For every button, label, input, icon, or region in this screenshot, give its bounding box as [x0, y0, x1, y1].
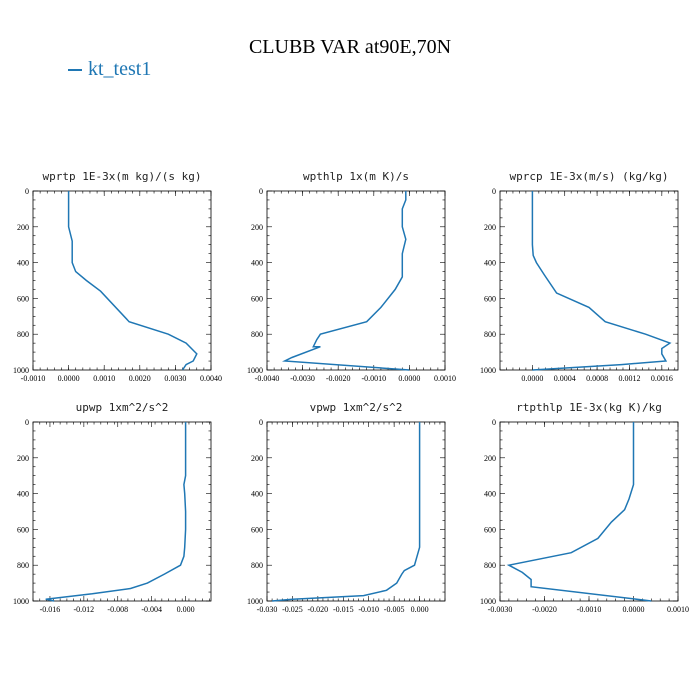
x-tick-label: 0.0030	[164, 374, 186, 383]
legend-label: kt_test1	[88, 58, 152, 80]
y-tick-label: 200	[251, 223, 263, 232]
x-tick-label: -0.030	[257, 605, 278, 614]
axis-frame	[32, 190, 212, 371]
panel-title: upwp 1xm^2/s^2	[76, 401, 169, 414]
y-tick-label: 400	[17, 490, 29, 499]
y-tick-label: 600	[484, 525, 496, 534]
x-tick-label: 0.000	[177, 605, 195, 614]
x-tick-label: -0.010	[358, 605, 379, 614]
x-tick-label: -0.0010	[21, 374, 46, 383]
series-line-kt_test1	[272, 422, 421, 602]
y-tick-label: 0	[25, 418, 29, 427]
panel-title: vpwp 1xm^2/s^2	[310, 401, 403, 414]
y-tick-label: 1000	[480, 366, 496, 375]
x-tick-label: 0.0000	[521, 374, 543, 383]
x-tick-label: -0.0010	[577, 605, 602, 614]
y-tick-label: 1000	[13, 366, 29, 375]
y-tick-label: 200	[17, 454, 29, 463]
y-tick-label: 800	[251, 330, 263, 339]
series-line-kt_test1	[45, 422, 187, 602]
x-tick-label: -0.025	[282, 605, 303, 614]
y-tick-label: 1000	[247, 366, 263, 375]
x-tick-label: 0.0000	[58, 374, 80, 383]
y-tick-label: 400	[484, 490, 496, 499]
y-tick-label: 200	[251, 454, 263, 463]
chart-panel-1: wprtp 1E-3x(m kg)/(s kg) 0 200 400 600 800 100…	[13, 170, 222, 383]
panel-title: wprcp 1E-3x(m/s) (kg/kg)	[510, 170, 669, 183]
axis-frame	[266, 421, 446, 602]
series-line-kt_test1	[67, 191, 198, 371]
x-tick-label: 0.0040	[200, 374, 222, 383]
page-title: CLUBB VAR at90E,70N	[248, 36, 452, 58]
y-tick-label: 1000	[480, 597, 496, 606]
y-tick-label: 0	[25, 187, 29, 196]
axis-frame	[266, 190, 446, 371]
x-tick-label: 0.000	[411, 605, 429, 614]
x-tick-label: -0.008	[107, 605, 128, 614]
y-tick-label: 0	[259, 418, 263, 427]
x-tick-label: 0.0016	[651, 374, 673, 383]
x-tick-label: -0.020	[308, 605, 329, 614]
x-tick-label: 0.0004	[554, 374, 576, 383]
y-tick-label: 600	[17, 525, 29, 534]
x-tick-label: -0.0020	[326, 374, 351, 383]
x-tick-label: 0.0010	[434, 374, 456, 383]
y-tick-label: 400	[251, 259, 263, 268]
chart-panel-4: upwp 1xm^2/s^2 0 200 400 600 800 1000 -0.016 -0.…	[13, 401, 212, 614]
axis-frame	[499, 190, 679, 371]
y-tick-label: 800	[484, 330, 496, 339]
x-tick-label: 0.0000	[623, 605, 645, 614]
x-tick-label: 0.0020	[129, 374, 151, 383]
series-line-kt_test1	[506, 422, 652, 602]
x-tick-label: 0.0010	[667, 605, 689, 614]
chart-panel-6: rtpthlp 1E-3x(kg K)/kg02004006008001000-…	[480, 401, 689, 614]
x-tick-label: -0.005	[384, 605, 405, 614]
x-tick-label: -0.016	[40, 605, 61, 614]
panel-title: wpthlp 1x(m K)/s	[303, 170, 409, 183]
y-tick-label: 1000	[247, 597, 263, 606]
x-tick-label: 0.0010	[93, 374, 115, 383]
panel-title: wprtp 1E-3x(m kg)/(s kg)	[43, 170, 202, 183]
panel-title: rtpthlp 1E-3x(kg K)/kg	[516, 401, 662, 414]
axis-frame	[499, 421, 679, 602]
y-tick-label: 200	[17, 223, 29, 232]
chart-panel-2: wpthlp 1x(m K)/s 0 200 400 600 800 1000-0.0040…	[247, 170, 456, 383]
y-tick-label: 800	[484, 561, 496, 570]
chart-panel-3: wprcp 1E-3x(m/s) (kg/kg) 0 200 400 600 800 100…	[480, 170, 679, 383]
x-tick-label: -0.0020	[532, 605, 557, 614]
x-tick-label: -0.004	[141, 605, 162, 614]
y-tick-label: 200	[484, 454, 496, 463]
y-tick-label: 200	[484, 223, 496, 232]
y-tick-label: 800	[17, 561, 29, 570]
y-tick-label: 600	[251, 525, 263, 534]
x-tick-label: -0.0030	[290, 374, 315, 383]
x-tick-label: -0.012	[74, 605, 95, 614]
y-tick-label: 600	[484, 294, 496, 303]
x-tick-label: 0.0000	[398, 374, 420, 383]
x-tick-label: 0.0008	[586, 374, 608, 383]
y-tick-label: 600	[17, 294, 29, 303]
chart-panel-5: vpwp 1xm^2/s^2 0 200 400 600 800 1000-0.030 -0.…	[247, 401, 446, 614]
series-line-kt_test1	[281, 191, 410, 371]
x-tick-label: 0.0012	[618, 374, 640, 383]
legend: kt_test1	[68, 58, 151, 81]
y-tick-label: 0	[492, 187, 496, 196]
y-tick-label: 400	[484, 259, 496, 268]
x-tick-label: -0.0010	[361, 374, 386, 383]
y-tick-label: 400	[251, 490, 263, 499]
x-tick-label: -0.0040	[255, 374, 280, 383]
series-line-kt_test1	[531, 191, 672, 371]
y-tick-label: 0	[259, 187, 263, 196]
y-tick-label: 800	[17, 330, 29, 339]
y-tick-label: 400	[17, 259, 29, 268]
x-tick-label: -0.015	[333, 605, 354, 614]
y-tick-label: 1000	[13, 597, 29, 606]
legend-line-sample	[68, 69, 82, 72]
axis-frame	[32, 421, 212, 602]
y-tick-label: 800	[251, 561, 263, 570]
y-tick-label: 600	[251, 294, 263, 303]
y-tick-label: 0	[492, 418, 496, 427]
x-tick-label: -0.0030	[488, 605, 513, 614]
